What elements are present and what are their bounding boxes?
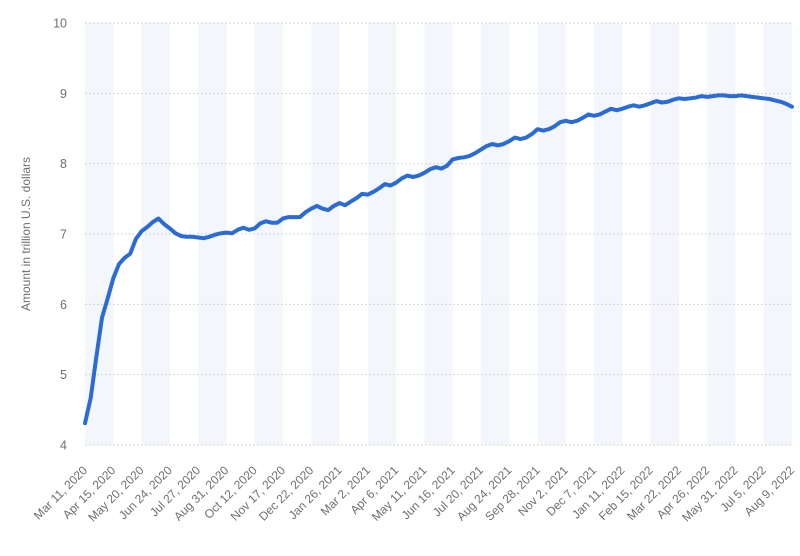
series-line[interactable] [83, 93, 794, 426]
y-tick-label: 10 [53, 17, 67, 31]
y-tick-label: 4 [60, 439, 67, 453]
y-axis-tick-labels: 4 5 6 7 8 9 10 [53, 17, 67, 453]
y-tick-label: 7 [60, 228, 67, 242]
gridlines [85, 22, 792, 446]
y-tick-label: 6 [60, 298, 67, 312]
y-tick-label: 8 [60, 157, 67, 171]
y-tick-label: 9 [60, 87, 67, 101]
y-axis-title: Amount in trillion U.S. dollars [19, 157, 33, 311]
y-tick-label: 5 [60, 368, 67, 382]
plot-band [254, 23, 283, 445]
plot-band [650, 23, 679, 445]
plot-band [424, 23, 453, 445]
